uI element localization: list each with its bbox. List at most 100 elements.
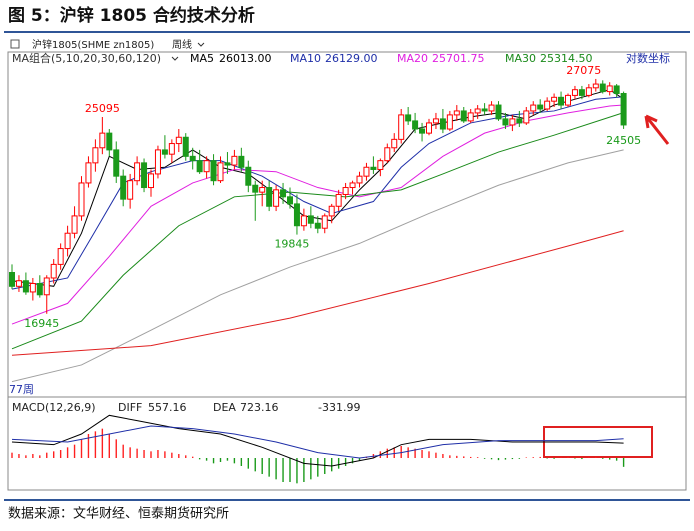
candle-body [405, 114, 412, 122]
arrow [644, 114, 670, 145]
candle-body [495, 104, 502, 120]
line-ma30 [11, 112, 624, 350]
candle-body [293, 203, 300, 227]
legend-name: DEA [213, 401, 236, 414]
candle-body [578, 89, 585, 96]
candle-body [134, 162, 141, 182]
candle-body [453, 110, 460, 116]
candle-body [509, 118, 516, 126]
candle-body [78, 182, 85, 217]
legend-name: DIFF [118, 401, 142, 414]
line-diff [11, 414, 624, 467]
legend-name: MA20 [397, 52, 428, 65]
candle-body [29, 283, 36, 293]
candle-body [565, 94, 571, 106]
candle-body [9, 271, 15, 287]
candle-body [106, 132, 113, 151]
candle-body [280, 189, 287, 198]
candle-body [287, 196, 293, 205]
candle-body [141, 162, 148, 189]
extreme-label: 27075 [566, 64, 601, 77]
legend-dropdown [171, 56, 179, 61]
legend-value: 26129.00 [325, 52, 378, 65]
candle-body [314, 222, 321, 229]
candle-body [259, 187, 266, 193]
candle-body [467, 112, 474, 122]
candle-body [460, 110, 467, 122]
candle-body [175, 136, 182, 145]
candle-body [342, 187, 349, 195]
candle-body [335, 193, 342, 207]
candle-body [252, 184, 259, 193]
candle-body [113, 149, 120, 177]
period[interactable]: 周线 [172, 38, 192, 51]
candle-body [620, 92, 627, 126]
legend-value: 25701.75 [432, 52, 485, 65]
candle-body [43, 277, 50, 296]
symbol[interactable]: 沪锌1805(SHME zn1805) [32, 38, 154, 51]
legend-name: MA5 [190, 52, 214, 65]
candle-body [307, 215, 314, 224]
candle-body [370, 166, 377, 170]
candle-body [203, 160, 210, 173]
candle-body [363, 166, 370, 177]
candle-body [300, 215, 307, 227]
candle-body [328, 205, 335, 217]
candle-body [36, 283, 43, 296]
candle-body [558, 96, 565, 106]
candle-body [120, 175, 127, 200]
candle-body [432, 118, 439, 124]
legend-name: MA30 [505, 52, 536, 65]
candle-body [231, 155, 238, 166]
candle-body [99, 132, 106, 149]
candle-body [537, 104, 544, 110]
candle-body [71, 215, 78, 234]
legend-value: 557.16 [148, 401, 187, 414]
candle-body [523, 110, 530, 124]
candle-body [502, 118, 509, 126]
line-dea [11, 425, 624, 459]
candle-body [217, 162, 224, 182]
candle-body [64, 232, 71, 250]
candle-body [474, 108, 481, 114]
candle-body [398, 114, 405, 140]
candle-body [481, 108, 488, 112]
candle-body [127, 180, 134, 200]
candle-body [245, 166, 252, 186]
legend-title: MA组合(5,10,20,30,60,120) [12, 51, 161, 65]
candle-body [544, 100, 551, 110]
chart-frame [7, 51, 687, 491]
candle-body [92, 147, 99, 164]
candle-body [182, 136, 189, 157]
extreme-label: 25095 [85, 102, 120, 115]
legend-value: 25314.50 [540, 52, 593, 65]
candle-body [57, 248, 64, 265]
candle-body [613, 85, 620, 94]
line-ma10 [11, 96, 624, 290]
legend-value: 723.16 [240, 401, 279, 414]
candle-body [384, 147, 391, 162]
extreme-label: 16945 [24, 317, 59, 330]
line-ma120 [11, 230, 624, 356]
candle-body [426, 122, 432, 134]
candle-body [224, 162, 231, 166]
candle-body [488, 104, 495, 112]
scale-label: 对数坐标 [626, 51, 670, 65]
candle-body [15, 280, 22, 287]
candle-body [168, 143, 175, 155]
candle-body [516, 118, 523, 124]
toolbar-icon[interactable] [10, 39, 20, 49]
candle-body [530, 104, 537, 112]
candle-body [189, 155, 196, 162]
candle-body [412, 120, 419, 130]
period-label: 77周 [9, 383, 34, 396]
candle-body [85, 162, 92, 184]
candle-body [446, 114, 453, 130]
legend-name: MA10 [290, 52, 321, 65]
candle-body [196, 160, 203, 173]
candle-body [50, 263, 57, 279]
candle-body [571, 89, 578, 96]
dropdown[interactable] [197, 42, 205, 47]
candle-body [210, 160, 217, 182]
